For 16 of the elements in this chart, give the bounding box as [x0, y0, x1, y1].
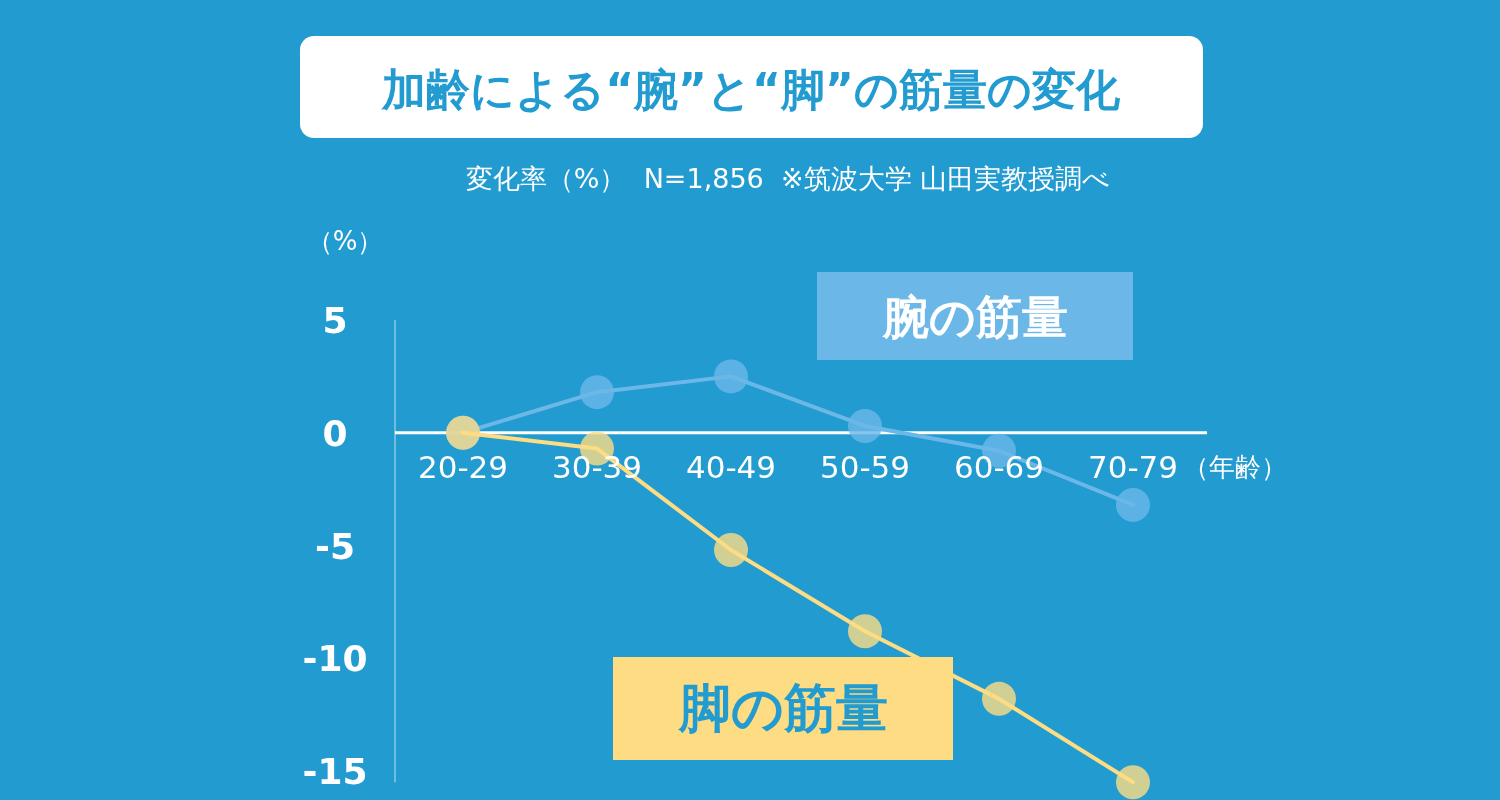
series-label: 脚の筋量 — [677, 677, 888, 738]
chart-subtitle: 変化率（%） N=1,856 ※筑波大学 山田実教授調べ — [465, 163, 1111, 194]
series-label: 腕の筋量 — [880, 290, 1068, 344]
x-tick-label: 60-69 — [953, 448, 1045, 485]
y-tick-label: -5 — [315, 525, 355, 567]
y-axis-title: （%） — [306, 226, 384, 256]
chart-title: 加齢による“腕”と“脚”の筋量の変化 — [380, 64, 1121, 115]
x-tick-label: 70-79 — [1087, 448, 1179, 485]
y-tick-label: 5 — [322, 300, 348, 341]
x-tick-label: 20-29 — [417, 448, 509, 485]
x-tick-label: 40-49 — [685, 448, 777, 485]
x-tick-label: 50-59 — [819, 448, 911, 485]
x-axis-title: （年齢） — [1183, 451, 1287, 482]
y-tick-label: -15 — [302, 751, 368, 792]
y-tick-label: -10 — [302, 638, 368, 680]
y-tick-label: 0 — [322, 412, 348, 454]
